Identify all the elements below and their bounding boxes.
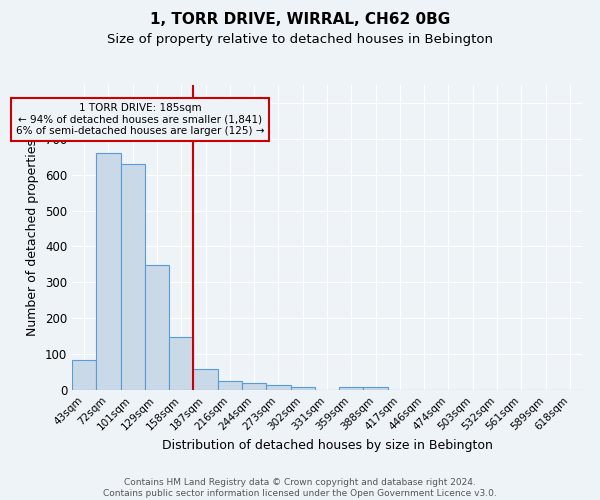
Bar — [193, 369, 218, 390]
Text: 1 TORR DRIVE: 185sqm
← 94% of detached houses are smaller (1,841)
6% of semi-det: 1 TORR DRIVE: 185sqm ← 94% of detached h… — [16, 103, 264, 136]
Bar — [266, 386, 290, 390]
Bar — [121, 164, 145, 390]
Y-axis label: Number of detached properties: Number of detached properties — [26, 139, 40, 336]
Bar — [364, 387, 388, 390]
Bar — [242, 383, 266, 390]
Bar — [96, 153, 121, 390]
Bar — [290, 387, 315, 390]
Text: Contains HM Land Registry data © Crown copyright and database right 2024.
Contai: Contains HM Land Registry data © Crown c… — [103, 478, 497, 498]
Text: Size of property relative to detached houses in Bebington: Size of property relative to detached ho… — [107, 32, 493, 46]
Bar — [72, 360, 96, 390]
Bar — [169, 337, 193, 390]
X-axis label: Distribution of detached houses by size in Bebington: Distribution of detached houses by size … — [161, 438, 493, 452]
Text: 1, TORR DRIVE, WIRRAL, CH62 0BG: 1, TORR DRIVE, WIRRAL, CH62 0BG — [150, 12, 450, 28]
Bar — [339, 387, 364, 390]
Bar — [218, 381, 242, 390]
Bar — [145, 265, 169, 390]
